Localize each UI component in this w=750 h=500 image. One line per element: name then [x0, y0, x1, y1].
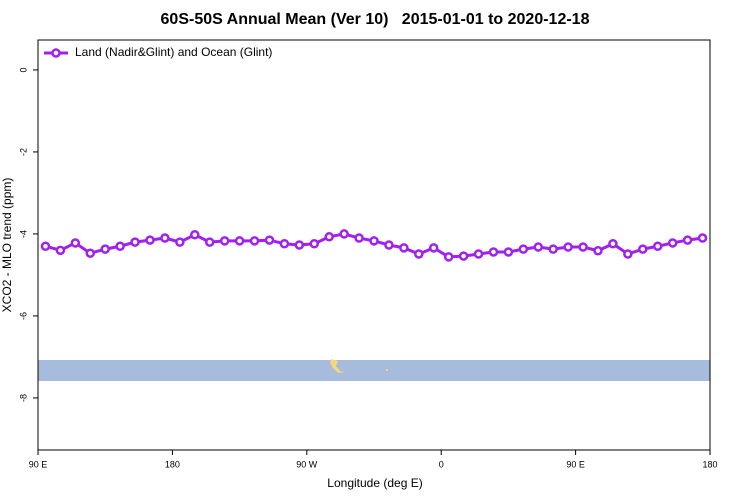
point	[249, 236, 260, 246]
point	[234, 236, 245, 246]
point	[667, 238, 678, 248]
point	[682, 235, 693, 245]
point	[578, 242, 588, 252]
x-tick-label: 90 E	[566, 459, 585, 469]
point	[414, 249, 424, 259]
x-axis-label: Longitude (deg E)	[327, 476, 422, 490]
point	[40, 241, 51, 251]
land-shape	[330, 359, 345, 373]
y-tick-label: 0	[18, 67, 28, 72]
y-tick-label: -8	[18, 394, 28, 402]
y-tick-label: -6	[18, 312, 28, 320]
point	[145, 235, 155, 245]
point	[638, 244, 648, 254]
point	[339, 229, 349, 239]
point	[369, 236, 379, 246]
point	[130, 237, 140, 247]
point	[428, 243, 439, 253]
point	[623, 249, 633, 259]
legend-marker	[51, 48, 61, 58]
point	[443, 252, 454, 262]
point	[488, 247, 499, 257]
point	[533, 242, 544, 252]
point	[697, 233, 708, 243]
point	[652, 241, 663, 251]
y-tick-label: -2	[18, 148, 28, 156]
point	[175, 237, 185, 247]
point	[309, 239, 320, 249]
point	[324, 232, 334, 242]
plot-frame	[37, 39, 711, 451]
point	[264, 235, 275, 245]
point	[563, 242, 573, 252]
point	[219, 236, 230, 246]
point	[294, 240, 305, 250]
point	[279, 239, 290, 249]
point	[548, 244, 558, 254]
land-shape	[386, 369, 388, 371]
point	[608, 239, 618, 249]
chart-title: 60S-50S Annual Mean (Ver 10) 2015-01-01 …	[161, 11, 590, 28]
point	[204, 237, 215, 247]
point	[458, 251, 469, 261]
y-axis-label: XCO2 - MLO trend (ppm)	[0, 178, 14, 313]
point	[55, 245, 66, 256]
point	[593, 245, 603, 256]
x-tick-label: 90 E	[29, 459, 48, 469]
point	[384, 240, 394, 250]
point	[399, 243, 409, 253]
x-tick-label: 90 W	[296, 459, 318, 469]
point	[190, 230, 200, 240]
point	[160, 233, 170, 243]
x-tick-label: 0	[439, 459, 444, 469]
point	[85, 248, 96, 258]
point	[70, 238, 81, 248]
point	[354, 233, 364, 243]
x-tick-label: 180	[165, 459, 180, 469]
point	[100, 244, 110, 254]
map-strip	[38, 360, 710, 381]
point	[115, 241, 125, 251]
point	[473, 249, 484, 259]
point	[503, 247, 514, 257]
y-tick-label: -4	[18, 230, 28, 238]
legend-label: Land (Nadir&Glint) and Ocean (Glint)	[75, 45, 272, 59]
point	[518, 244, 529, 254]
x-tick-label: 180	[702, 459, 717, 469]
